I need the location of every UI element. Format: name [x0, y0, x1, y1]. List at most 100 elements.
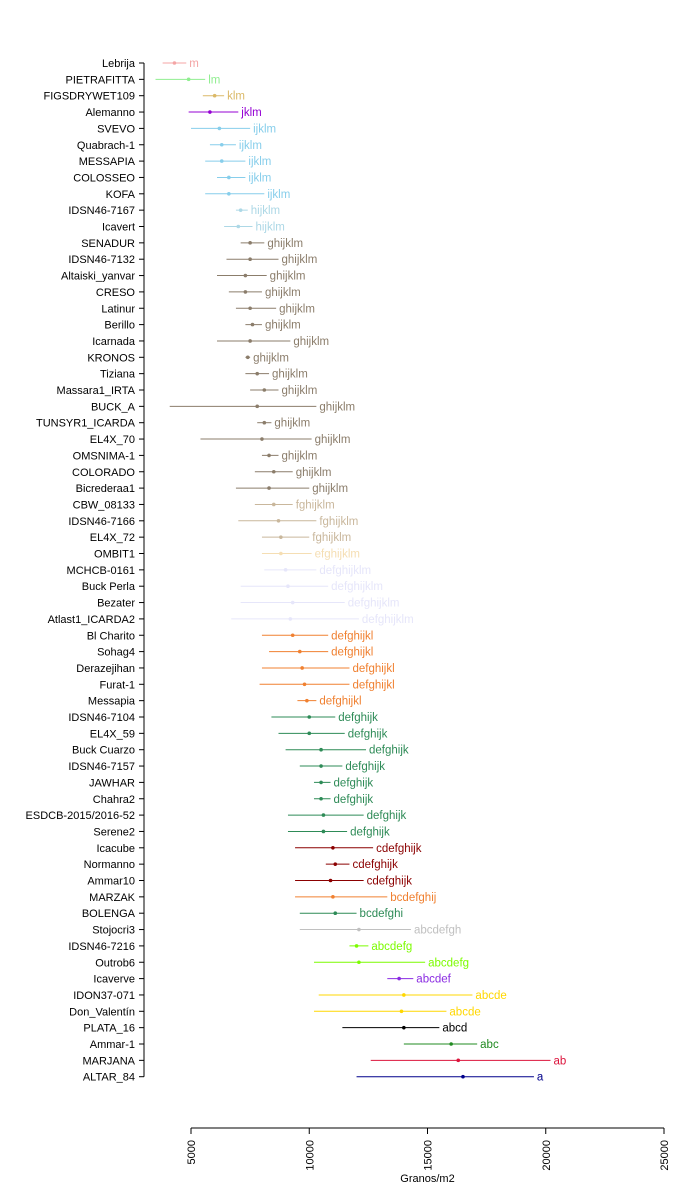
- group-letter-label: ghijklm: [312, 483, 348, 495]
- row: Sohag4 defghijkl: [97, 647, 373, 659]
- mean-point: [331, 895, 335, 899]
- y-tick-label: OMSNIMA-1: [73, 450, 135, 462]
- row: EL4X_72 fghijklm: [90, 532, 352, 544]
- group-letter-label: ijklm: [248, 172, 271, 184]
- group-letter-label: defghijk: [367, 810, 407, 822]
- y-tick-label: COLOSSEO: [73, 172, 135, 184]
- y-tick-label: Derazejihan: [76, 663, 135, 675]
- row: Icarnada ghijklm: [92, 336, 329, 348]
- y-tick-label: TUNSYR1_ICARDA: [36, 418, 136, 430]
- mean-point: [212, 93, 217, 98]
- y-tick-label: MARJANA: [82, 1055, 135, 1067]
- group-letter-label: cdefghijk: [352, 859, 398, 871]
- group-letter-label: ijklm: [253, 123, 276, 135]
- group-letter-label: defghijk: [334, 777, 374, 789]
- y-tick-label: Normanno: [84, 859, 135, 871]
- y-tick-label: ALTAR_84: [83, 1072, 135, 1084]
- y-tick-label: OMBIT1: [94, 549, 135, 561]
- group-letter-label: ghijklm: [282, 450, 318, 462]
- row: Chahra2 defghijk: [93, 794, 374, 806]
- y-tick-label: MESSAPIA: [79, 156, 136, 168]
- row: Latinur ghijklm: [101, 303, 315, 315]
- row: SVEVO ijklm: [97, 123, 276, 135]
- mean-point: [461, 1074, 465, 1079]
- mean-point: [297, 649, 302, 654]
- group-letter-label: abcdefg: [371, 941, 412, 953]
- y-tick-label: JAWHAR: [89, 777, 135, 789]
- mean-point: [321, 813, 326, 817]
- mean-point: [186, 77, 191, 82]
- mean-point: [217, 126, 222, 131]
- row: Buck Perla defghijklm: [82, 581, 383, 593]
- group-letter-label: abcde: [475, 990, 506, 1002]
- mean-point: [290, 600, 295, 605]
- mean-point: [172, 61, 177, 65]
- y-tick-label: Atlast1_ICARDA2: [48, 614, 135, 626]
- mean-point: [262, 420, 267, 425]
- mean-point: [227, 175, 231, 180]
- y-tick-label: Alemanno: [85, 107, 135, 119]
- mean-point: [248, 241, 252, 245]
- y-tick-label: Lebrija: [102, 58, 136, 70]
- mean-point: [262, 388, 267, 392]
- row: Stojocri3 abcdefgh: [92, 925, 461, 937]
- y-tick-label: FIGSDRYWET109: [44, 91, 136, 103]
- row: OMSNIMA-1 ghijklm: [73, 450, 318, 462]
- group-letter-label: a: [537, 1072, 544, 1084]
- row: Icaverve abcdef: [93, 974, 451, 986]
- row: IDON37-071 abcde: [73, 990, 507, 1002]
- y-tick-label: Altaiski_yanvar: [61, 271, 135, 283]
- x-tick-label: 5000: [186, 1140, 198, 1164]
- mean-point: [300, 666, 304, 670]
- row: IDSN46-7157 defghijk: [68, 761, 385, 773]
- row: Bezater defghijklm: [97, 598, 399, 610]
- group-letter-label: ghijklm: [272, 369, 308, 381]
- group-letter-label: abcdefgh: [414, 925, 461, 937]
- row: KRONOS ghijklm: [87, 352, 289, 364]
- group-letter-label: abc: [480, 1039, 499, 1051]
- group-letter-label: ghijklm: [282, 254, 318, 266]
- x-tick-label: 20000: [541, 1140, 553, 1171]
- y-tick-label: Outrob6: [95, 957, 135, 969]
- row: IDSN46-7167 hijklm: [68, 205, 280, 217]
- y-tick-label: MARZAK: [89, 892, 136, 904]
- group-letter-label: ghijklm: [319, 401, 355, 413]
- mean-point: [271, 502, 276, 507]
- group-letter-label: abcd: [442, 1023, 467, 1035]
- mean-point: [260, 437, 264, 441]
- mean-point: [357, 960, 361, 965]
- y-tick-label: IDSN46-7157: [68, 761, 135, 773]
- mean-point: [307, 731, 312, 736]
- y-tick-label: Don_Valentín: [69, 1006, 135, 1018]
- mean-point: [248, 339, 252, 343]
- y-tick-label: COLORADO: [72, 467, 135, 479]
- group-letter-label: defghijklm: [331, 581, 383, 593]
- row: EL4X_70 ghijklm: [90, 434, 351, 446]
- y-tick-label: SVEVO: [97, 123, 135, 135]
- group-letter-label: abcde: [449, 1006, 480, 1018]
- group-letter-label: defghijk: [338, 712, 378, 724]
- group-letter-label: ghijklm: [265, 287, 301, 299]
- group-letter-label: defghijkl: [352, 679, 394, 691]
- y-tick-label: Sohag4: [97, 647, 135, 659]
- row: EL4X_59 defghijk: [90, 728, 388, 740]
- row: COLORADO ghijklm: [72, 467, 331, 479]
- group-letter-label: efghijklm: [315, 549, 360, 561]
- mean-point: [267, 486, 271, 490]
- mean-point: [208, 110, 212, 114]
- mean-point: [248, 257, 252, 262]
- y-tick-label: IDSN46-7167: [68, 205, 135, 217]
- row: Buck Cuarzo defghijk: [72, 745, 409, 757]
- mean-point: [288, 617, 293, 621]
- y-tick-label: Serene2: [93, 826, 135, 838]
- row: Lebrija m: [102, 58, 199, 70]
- mean-point: [402, 1025, 406, 1030]
- group-letter-label: bcdefghi: [360, 908, 403, 920]
- row: Bicrederaa1 ghijklm: [76, 483, 348, 495]
- row: Icacube cdefghijk: [96, 843, 421, 855]
- mean-point: [319, 747, 323, 752]
- mean-point: [397, 976, 401, 981]
- row: Altaiski_yanvar ghijklm: [61, 271, 305, 283]
- group-letter-label: ijklm: [267, 189, 290, 201]
- group-letter-label: defghijklm: [319, 565, 371, 577]
